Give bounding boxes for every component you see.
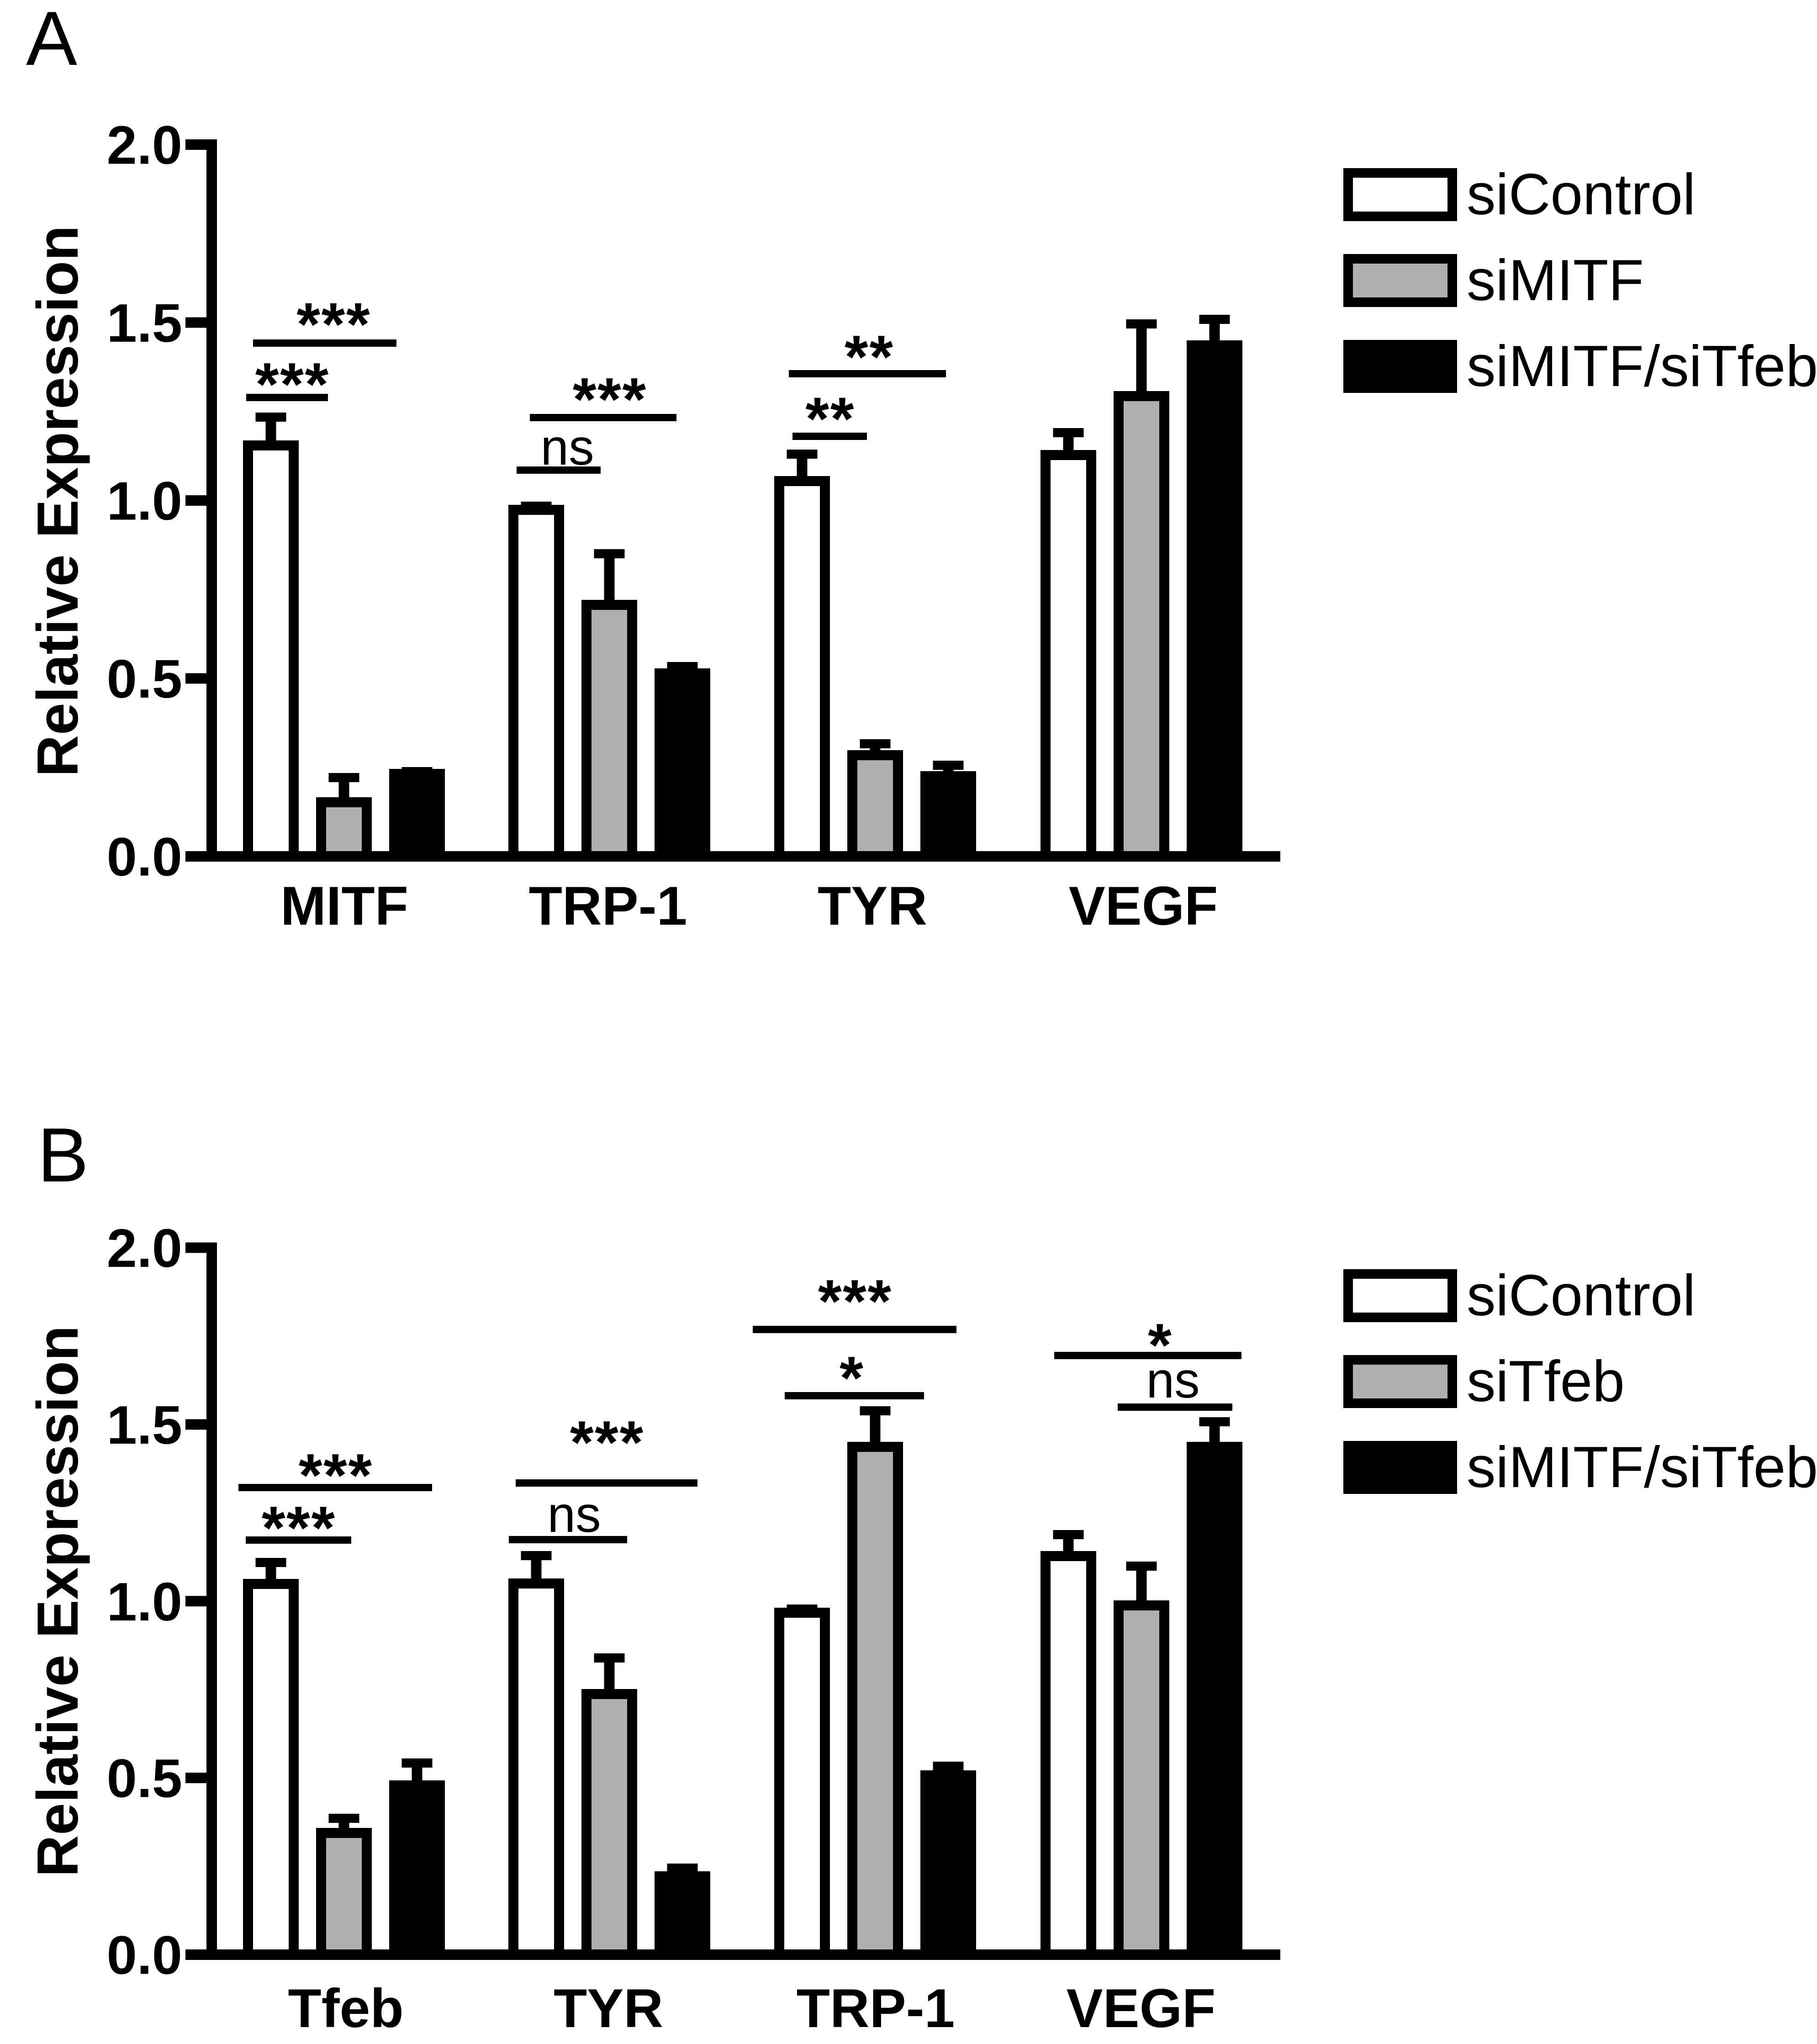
- svg-text:*: *: [323, 1442, 347, 1509]
- svg-text:0.0: 0.0: [107, 1925, 182, 1986]
- svg-text:*: *: [348, 1442, 372, 1509]
- svg-text:MITF: MITF: [280, 875, 408, 937]
- svg-text:siControl: siControl: [1467, 1263, 1696, 1328]
- svg-text:*: *: [573, 366, 597, 434]
- svg-text:VEGF: VEGF: [1067, 1978, 1216, 2039]
- svg-text:siControl: siControl: [1467, 162, 1696, 227]
- svg-text:*: *: [845, 323, 868, 391]
- svg-text:*: *: [595, 1409, 618, 1477]
- svg-text:siMITF: siMITF: [1467, 248, 1644, 312]
- svg-text:Relative Expression: Relative Expression: [25, 225, 90, 777]
- svg-text:siMITF/siTfeb: siMITF/siTfeb: [1467, 334, 1817, 398]
- svg-text:*: *: [840, 1345, 863, 1412]
- svg-text:*: *: [296, 291, 320, 358]
- svg-text:VEGF: VEGF: [1069, 875, 1218, 937]
- svg-text:ns: ns: [547, 1486, 601, 1543]
- svg-text:*: *: [1148, 1312, 1172, 1379]
- svg-text:*: *: [311, 1494, 335, 1562]
- svg-text:*: *: [830, 385, 854, 453]
- svg-text:*: *: [867, 1268, 891, 1335]
- svg-text:*: *: [255, 351, 279, 418]
- svg-text:*: *: [622, 366, 646, 434]
- svg-text:1.0: 1.0: [107, 1572, 182, 1632]
- svg-text:A: A: [26, 0, 77, 81]
- svg-text:*: *: [818, 1268, 842, 1335]
- svg-text:1.5: 1.5: [107, 293, 182, 354]
- svg-text:B: B: [37, 1112, 89, 1198]
- svg-text:*: *: [869, 323, 893, 391]
- svg-text:2.0: 2.0: [107, 1218, 182, 1279]
- svg-text:Tfeb: Tfeb: [288, 1978, 403, 2039]
- svg-text:*: *: [286, 1494, 310, 1562]
- svg-text:0.0: 0.0: [107, 827, 182, 888]
- svg-text:TYR: TYR: [554, 1978, 663, 2039]
- svg-text:0.5: 0.5: [107, 649, 182, 710]
- svg-text:TYR: TYR: [818, 875, 927, 937]
- svg-text:ns: ns: [1146, 1352, 1199, 1409]
- svg-text:*: *: [322, 291, 345, 358]
- svg-text:*: *: [305, 351, 328, 418]
- svg-text:*: *: [570, 1409, 594, 1477]
- svg-text:1.0: 1.0: [107, 471, 182, 532]
- svg-text:*: *: [346, 291, 370, 358]
- svg-text:*: *: [597, 366, 621, 434]
- svg-text:*: *: [299, 1442, 322, 1509]
- svg-text:TRP-1: TRP-1: [797, 1978, 955, 2039]
- svg-text:*: *: [280, 351, 304, 418]
- svg-text:ns: ns: [540, 419, 594, 476]
- svg-text:*: *: [805, 385, 829, 453]
- svg-text:*: *: [619, 1409, 643, 1477]
- svg-text:0.5: 0.5: [107, 1748, 182, 1809]
- svg-text:2.0: 2.0: [107, 115, 182, 176]
- svg-text:*: *: [843, 1268, 866, 1335]
- svg-text:siTfeb: siTfeb: [1467, 1349, 1625, 1414]
- svg-text:TRP-1: TRP-1: [529, 875, 687, 937]
- svg-text:1.5: 1.5: [107, 1395, 182, 1456]
- svg-text:Relative Expression: Relative Expression: [25, 1325, 90, 1877]
- svg-text:siMITF/siTfeb: siMITF/siTfeb: [1467, 1435, 1817, 1499]
- svg-text:*: *: [262, 1494, 285, 1562]
